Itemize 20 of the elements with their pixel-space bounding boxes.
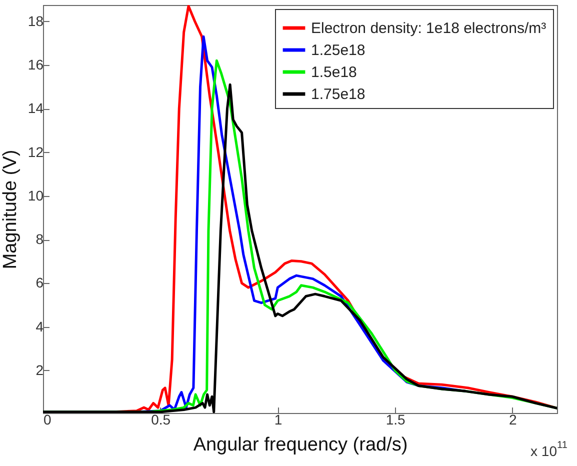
x-tick-label: 0.5 [151, 412, 171, 428]
y-tick-label: 16 [28, 56, 44, 72]
y-tick-label: 6 [36, 274, 44, 291]
x-tick-label: 0 [44, 412, 52, 428]
legend-label: 1.25e18 [311, 42, 366, 59]
y-tick-label: 18 [28, 12, 44, 29]
x-axis-title: Angular frequency (rad/s) [193, 434, 408, 456]
x-tick-label: 1.5 [386, 412, 406, 428]
legend-label: Electron density: 1e18 electrons/m³ [311, 20, 546, 37]
x-tick-label: 1 [274, 412, 282, 428]
y-tick-label: 4 [36, 318, 44, 334]
y-axis-title: Magnitude (V) [0, 150, 21, 270]
x-tick-label: 2 [509, 412, 518, 428]
legend-label: 1.75e18 [311, 86, 366, 103]
y-tick-label: 10 [28, 187, 44, 204]
y-tick-label: 8 [36, 231, 44, 248]
y-tick-label: 12 [28, 144, 44, 160]
legend-label: 1.5e18 [311, 64, 357, 81]
y-tick-label: 14 [28, 100, 44, 116]
y-tick-label: 2 [36, 362, 44, 378]
